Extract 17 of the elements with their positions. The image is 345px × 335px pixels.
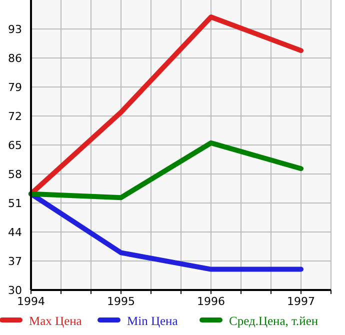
y-tick-label: 93 [8, 23, 22, 36]
legend-label: Min Цена [127, 314, 178, 328]
x-tick-label: 1994 [17, 295, 45, 308]
x-tick-label: 1996 [197, 295, 225, 308]
y-tick-label: 44 [8, 226, 22, 239]
x-tick-label: 1997 [287, 295, 316, 308]
y-tick-label: 86 [8, 52, 22, 65]
x-tick-label: 1995 [107, 295, 135, 308]
y-tick-label: 79 [8, 81, 22, 94]
y-tick-label: 58 [8, 168, 22, 181]
y-tick-label: 51 [8, 197, 22, 210]
y-tick-label: 65 [8, 139, 22, 152]
y-tick-label: 37 [8, 255, 22, 268]
y-tick-label: 72 [8, 110, 22, 123]
legend-label: Max Цена [29, 314, 82, 328]
legend-label: Сред.Цена, т.йен [229, 314, 318, 328]
y-tick-label: 30 [8, 284, 22, 297]
